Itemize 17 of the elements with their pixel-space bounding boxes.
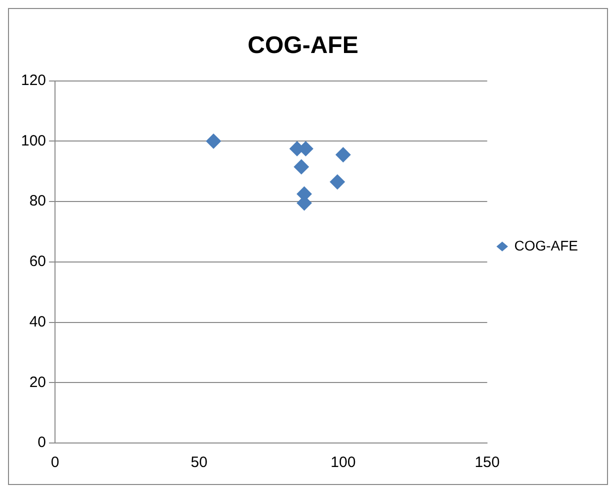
x-tick-label: 150 (474, 454, 500, 472)
point (336, 147, 351, 162)
y-tick-label: 120 (20, 72, 46, 89)
x-tick-label: 100 (330, 454, 356, 472)
y-tick-label: 60 (29, 253, 46, 270)
y-tick-label: 0 (38, 434, 46, 452)
chart-title: COG-AFE (248, 32, 358, 60)
y-tick-label: 80 (29, 192, 46, 210)
point (206, 134, 221, 149)
x-tick-label: 50 (190, 454, 208, 472)
y-tick-label: 40 (29, 313, 46, 330)
y-tick-label: 20 (29, 374, 46, 391)
point (330, 174, 345, 190)
point (294, 159, 309, 174)
y-tick-label: 100 (20, 132, 46, 150)
legend-label: COG-AFE (514, 237, 578, 254)
x-tick-label: 0 (50, 454, 60, 472)
